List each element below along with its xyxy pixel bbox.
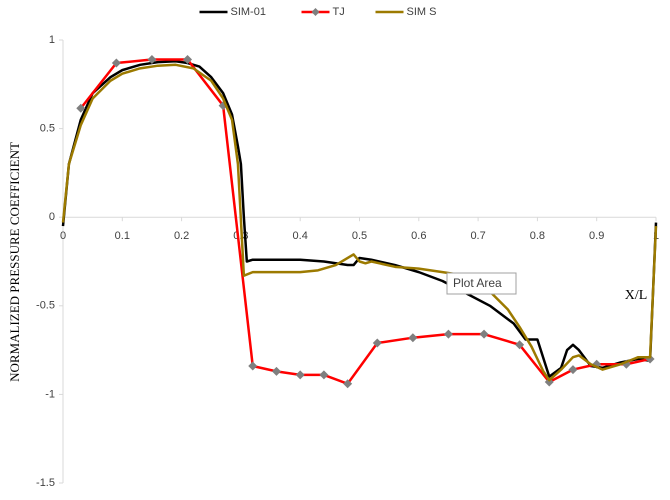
data-marker xyxy=(147,54,157,64)
data-marker xyxy=(408,333,418,343)
tooltip: Plot Area xyxy=(446,272,517,295)
tooltip-text: Plot Area xyxy=(453,276,502,290)
legend-item: TJ xyxy=(301,6,345,18)
data-marker xyxy=(343,379,353,389)
y-tick-label: 0.5 xyxy=(40,123,55,135)
legend-label: SIM-01 xyxy=(231,6,266,18)
data-marker xyxy=(295,370,305,380)
x-tick-label: 0 xyxy=(60,230,66,242)
x-tick-label: 0.5 xyxy=(352,230,367,242)
legend-item: SIM S xyxy=(375,6,437,18)
data-marker xyxy=(479,329,489,339)
y-tick-label: -0.5 xyxy=(36,300,55,312)
series-line xyxy=(79,58,651,386)
data-marker xyxy=(319,370,329,380)
data-marker xyxy=(76,103,86,113)
legend-label: SIM S xyxy=(407,6,437,18)
y-axis-title: NORMALIZED PRESSURE COEFFICIENT xyxy=(7,142,22,382)
data-marker xyxy=(183,54,193,64)
x-tick-label: 0.6 xyxy=(411,230,426,242)
series-line xyxy=(61,60,658,378)
data-marker xyxy=(111,58,121,68)
x-tick-label: 0.9 xyxy=(589,230,604,242)
y-tick-label: 1 xyxy=(49,34,55,46)
data-marker xyxy=(515,340,525,350)
y-tick-label: 0 xyxy=(49,211,55,223)
data-marker xyxy=(372,338,382,348)
legend-item: SIM-01 xyxy=(199,6,266,18)
x-tick-label: 0.1 xyxy=(115,230,130,242)
x-tick-label: 0.8 xyxy=(530,230,545,242)
x-tick-label: 0.7 xyxy=(470,230,485,242)
x-annotation: X/L xyxy=(625,288,648,303)
data-marker xyxy=(248,361,258,371)
series-line xyxy=(61,63,658,382)
data-marker xyxy=(443,329,453,339)
tooltip-box xyxy=(446,272,517,295)
legend-label: TJ xyxy=(333,6,345,18)
data-marker xyxy=(271,366,281,376)
x-tick-label: 0.4 xyxy=(293,230,308,242)
x-tick-label: 0.2 xyxy=(174,230,189,242)
y-tick-label: -1.5 xyxy=(36,477,55,489)
data-marker xyxy=(568,365,578,375)
legend-marker xyxy=(311,8,320,16)
y-tick-label: -1 xyxy=(45,388,55,400)
